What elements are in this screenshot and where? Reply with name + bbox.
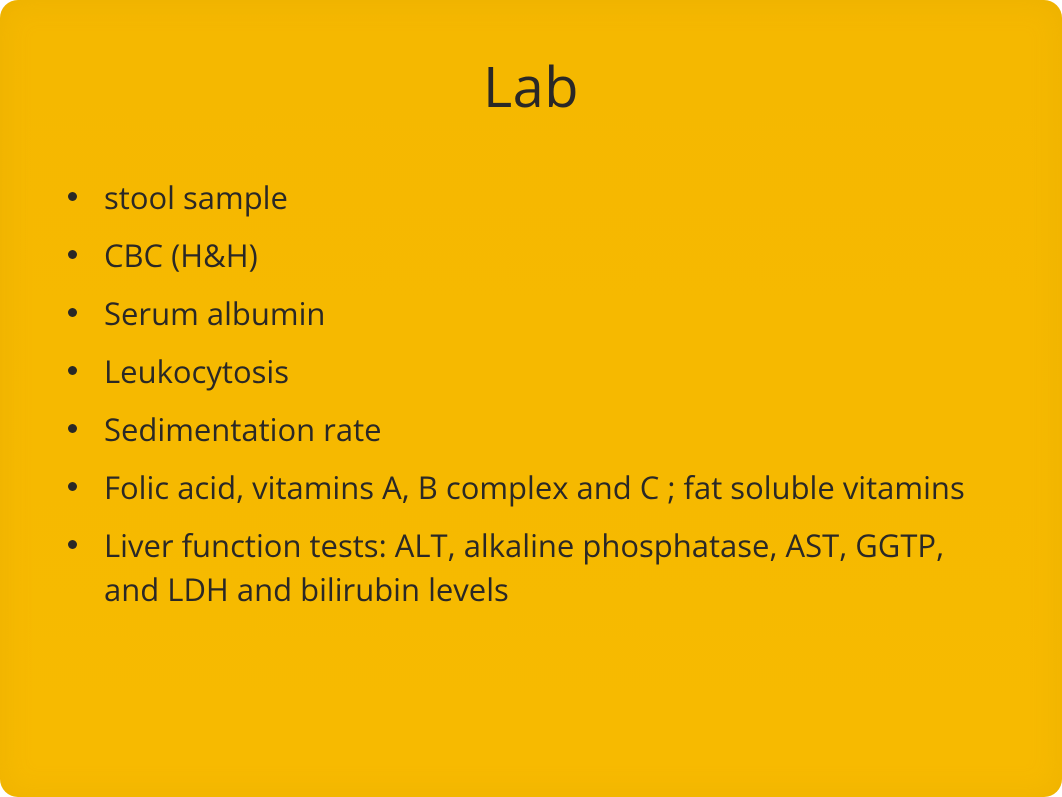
list-item: stool sample xyxy=(68,176,1002,220)
list-item: Folic acid, vitamins A, B complex and C … xyxy=(68,466,1002,510)
list-item: Serum albumin xyxy=(68,292,1002,336)
bullet-list: stool sample CBC (H&H) Serum albumin Leu… xyxy=(60,176,1002,612)
list-item: Leukocytosis xyxy=(68,350,1002,394)
list-item: Liver function tests: ALT, alkaline phos… xyxy=(68,524,1002,612)
slide-container: Lab stool sample CBC (H&H) Serum albumin… xyxy=(0,0,1062,797)
list-item: Sedimentation rate xyxy=(68,408,1002,452)
slide-title: Lab xyxy=(60,48,1002,124)
list-item: CBC (H&H) xyxy=(68,234,1002,278)
